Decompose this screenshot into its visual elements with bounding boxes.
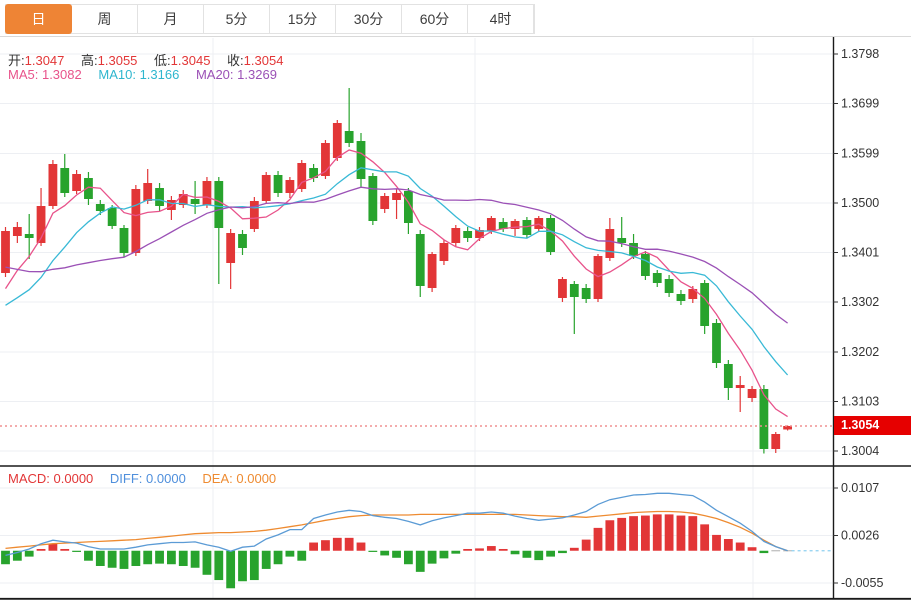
svg-text:1.3500: 1.3500 — [841, 196, 879, 210]
high-label: 高: — [81, 53, 98, 68]
ma-legend: MA5: 1.3082 MA10: 1.3166 MA20: 1.3269 — [8, 67, 290, 82]
svg-text:1.3798: 1.3798 — [841, 47, 879, 61]
tab-week[interactable]: 周 — [72, 5, 138, 33]
open-value: 1.3047 — [24, 53, 65, 68]
svg-text:1.3202: 1.3202 — [841, 345, 879, 359]
macd-legend: MACD: 0.0000 DIFF: 0.0000 DEA: 0.0000 — [8, 471, 289, 486]
close-label: 收: — [227, 53, 244, 68]
ma-lines — [4, 149, 789, 418]
chart-canvas[interactable]: 1.3798 1.3699 1.3599 1.3500 1.3401 1.3302 1.32… — [0, 37, 911, 600]
svg-text:1.3103: 1.3103 — [841, 395, 879, 409]
price-axis: 1.3798 1.3699 1.3599 1.3500 1.3401 1.3302 1.32… — [833, 47, 879, 458]
ma5-value: 1.3082 — [41, 67, 82, 82]
candles — [1, 88, 792, 454]
tab-30min[interactable]: 30分 — [336, 5, 402, 33]
last-price-tag: 1.3054 — [834, 415, 911, 435]
ma20-value: 1.3269 — [237, 67, 277, 82]
close-value: 1.3054 — [243, 53, 284, 68]
dea-line — [5, 510, 788, 552]
svg-text:0.0026: 0.0026 — [841, 528, 879, 542]
diff-value: 0.0000 — [146, 471, 186, 486]
ma20-line — [5, 186, 788, 324]
chart-area[interactable]: 1.3798 1.3699 1.3599 1.3500 1.3401 1.3302 1.32… — [0, 36, 911, 600]
open-label: 开: — [8, 53, 25, 68]
ma5-line — [4, 149, 788, 418]
low-label: 低: — [154, 53, 171, 68]
tab-60min[interactable]: 60分 — [402, 5, 468, 33]
ma10-value: 1.3166 — [139, 67, 180, 82]
low-value: 1.3045 — [170, 53, 211, 68]
svg-text:1.3599: 1.3599 — [841, 147, 879, 161]
macd-axis: 0.0107 0.0026 -0.0055 — [833, 481, 883, 590]
ma5-label: MA5: — [8, 67, 39, 82]
timeframe-tabbar: 日 周 月 5分 15分 30分 60分 4时 — [5, 4, 535, 34]
svg-text:1.3302: 1.3302 — [841, 295, 879, 309]
ma10-label: MA10: — [98, 67, 136, 82]
ohlc-legend: 开:1.3047 高:1.3055 低:1.3045 收:1.3054 — [8, 50, 296, 69]
ma20-label: MA20: — [195, 67, 234, 82]
tab-5min[interactable]: 5分 — [204, 5, 270, 33]
tab-month[interactable]: 月 — [138, 5, 204, 33]
diff-line — [5, 492, 788, 557]
tab-day[interactable]: 日 — [5, 4, 72, 34]
high-value: 1.3055 — [97, 53, 138, 68]
svg-text:1.3004: 1.3004 — [841, 444, 879, 458]
macd-value: 0.0000 — [53, 471, 94, 486]
macd-histogram — [1, 514, 792, 589]
diff-label: DIFF: — [109, 471, 143, 486]
macd-lines — [5, 492, 833, 557]
svg-text:0.0107: 0.0107 — [841, 481, 879, 495]
dea-value: 0.0000 — [236, 471, 277, 486]
tab-15min[interactable]: 15分 — [270, 5, 336, 33]
svg-text:1.3699: 1.3699 — [841, 97, 879, 111]
svg-text:1.3401: 1.3401 — [841, 246, 879, 260]
frame-lines — [0, 37, 911, 600]
dea-label: DEA: — [202, 471, 233, 486]
ma10-line — [5, 167, 789, 376]
tab-4hour[interactable]: 4时 — [468, 5, 534, 33]
macd-label: MACD: — [8, 471, 50, 486]
svg-text:-0.0055: -0.0055 — [841, 576, 883, 590]
